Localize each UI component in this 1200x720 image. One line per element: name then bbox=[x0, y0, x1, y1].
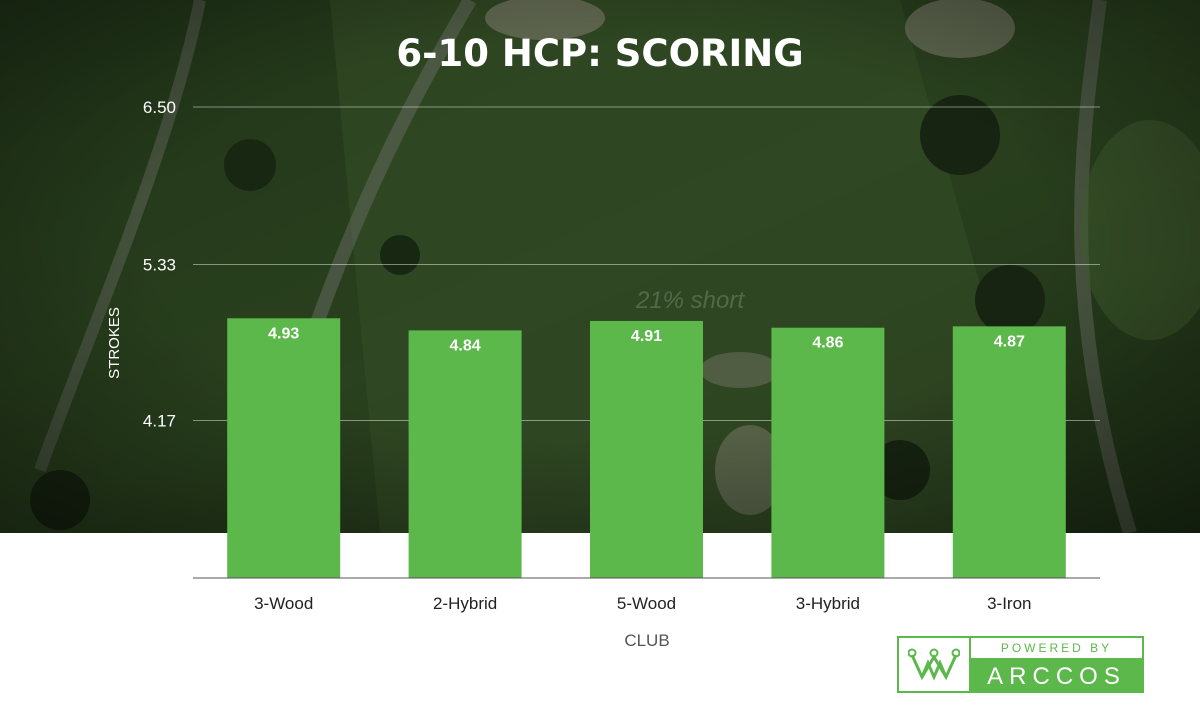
bar bbox=[771, 327, 885, 578]
bar bbox=[227, 318, 341, 578]
crown-icon bbox=[899, 638, 971, 691]
brand-name: ARCCOS bbox=[971, 660, 1142, 693]
bar-value-label: 4.86 bbox=[812, 335, 843, 352]
y-axis-ticks: 4.17 5.33 6.50 bbox=[143, 98, 176, 431]
x-tick-label: 5-Wood bbox=[617, 594, 676, 613]
x-axis-ticks: 3-Wood 2-Hybrid 5-Wood 3-Hybrid 3-Iron bbox=[254, 594, 1031, 613]
arccos-logo: POWERED BY ARCCOS bbox=[897, 636, 1144, 693]
x-tick-label: 3-Hybrid bbox=[796, 594, 860, 613]
bars: 4.93 4.84 4.91 4.86 4.87 bbox=[227, 318, 1066, 578]
bar-value-label: 4.84 bbox=[450, 337, 481, 354]
y-tick-label: 4.17 bbox=[143, 412, 176, 431]
bar bbox=[590, 320, 703, 578]
y-axis-label: STROKES bbox=[106, 307, 123, 379]
x-tick-label: 3-Wood bbox=[254, 594, 313, 613]
bar-value-label: 4.93 bbox=[268, 325, 299, 342]
bar-value-label: 4.87 bbox=[994, 333, 1025, 350]
chart-title: 6-10 HCP: SCORING bbox=[396, 32, 803, 75]
x-tick-label: 3-Iron bbox=[987, 594, 1031, 613]
y-tick-label: 5.33 bbox=[143, 255, 176, 274]
x-axis-label: CLUB bbox=[624, 631, 669, 650]
bar bbox=[952, 326, 1066, 578]
x-tick-label: 2-Hybrid bbox=[433, 594, 497, 613]
powered-by-text: POWERED BY bbox=[971, 638, 1142, 660]
y-tick-label: 6.50 bbox=[143, 98, 176, 117]
bar bbox=[408, 330, 522, 578]
background-shot-label: 21% short bbox=[635, 287, 745, 314]
bar-value-label: 4.91 bbox=[631, 328, 662, 345]
